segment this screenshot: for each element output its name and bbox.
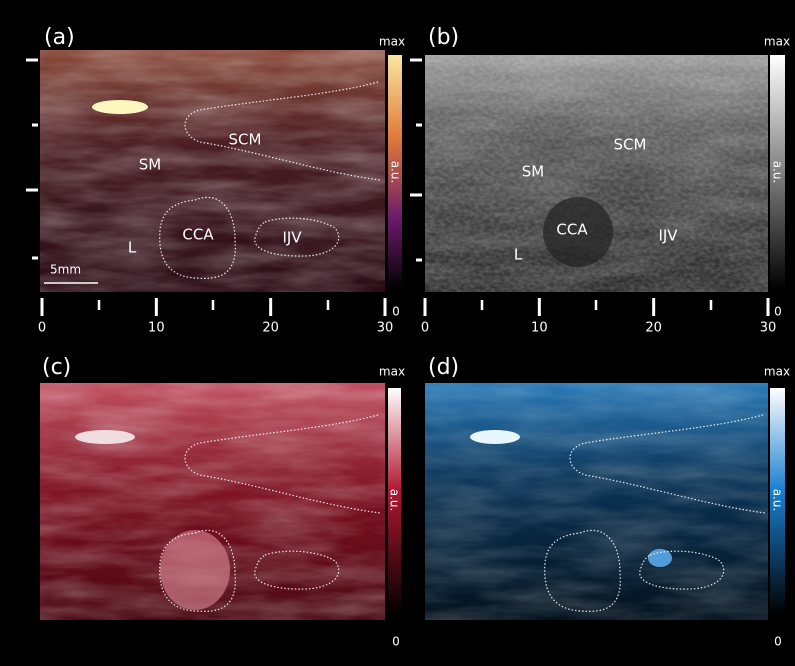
colorbar-min: 0: [392, 635, 400, 649]
hotspot: [92, 100, 148, 114]
panel-label: (a): [44, 25, 75, 50]
annotation: IJV: [282, 229, 302, 247]
colorbar-unit: a.u.: [389, 161, 403, 184]
hotspot: [470, 430, 520, 444]
annotation: SM: [139, 156, 161, 174]
annotation: L: [128, 239, 137, 257]
panel-b: (b) max a.u. 0 SCM SM CCA IJV L: [410, 25, 790, 319]
minor-x-ticks: [99, 300, 711, 310]
colorbar-unit: a.u.: [771, 489, 785, 512]
panel-label: (b): [428, 25, 459, 50]
x-tick-label: 10: [148, 321, 165, 336]
x-tick-label: 0: [421, 321, 429, 336]
y-ticks: [410, 60, 422, 260]
annotation: CCA: [182, 226, 214, 244]
x-tick-label: 10: [531, 321, 548, 336]
colorbar-unit: a.u.: [771, 161, 785, 184]
panel-c: (c) max a.u. 0: [40, 355, 405, 649]
scale-bar-label: 5mm: [50, 263, 81, 277]
colorbar-max: max: [379, 365, 405, 379]
colorbar-unit: a.u.: [388, 489, 402, 512]
panel-label: (d): [428, 355, 459, 380]
annotation: L: [514, 246, 523, 264]
x-tick-label: 20: [262, 321, 279, 336]
annotation: SM: [522, 163, 544, 181]
figure: (a) max a.u. 0 SCM SM CCA IJV L 5mm (b) …: [0, 0, 795, 666]
annotation: SCM: [614, 136, 647, 154]
y-ticks: [26, 60, 38, 258]
colorbar-min: 0: [774, 635, 782, 649]
annotation: CCA: [556, 221, 588, 239]
annotation: IJV: [658, 227, 678, 245]
colorbar-max: max: [379, 35, 405, 49]
colorbar-min: 0: [774, 305, 782, 319]
x-tick-label: 30: [377, 321, 394, 336]
hotspot: [75, 430, 135, 444]
panel-d: (d) max a.u. 0: [425, 355, 790, 649]
x-tick-label: 20: [645, 321, 662, 336]
image-texture: [40, 50, 385, 292]
colorbar-max: max: [764, 35, 790, 49]
x-tick-label: 0: [38, 321, 46, 336]
colorbar-max: max: [764, 365, 790, 379]
x-tick-label: 30: [760, 321, 777, 336]
panel-a: (a) max a.u. 0 SCM SM CCA IJV L 5mm: [26, 25, 405, 319]
colorbar-min: 0: [392, 305, 400, 319]
panel-label: (c): [42, 355, 71, 380]
image-texture: [425, 383, 768, 620]
annotation: SCM: [229, 131, 262, 149]
